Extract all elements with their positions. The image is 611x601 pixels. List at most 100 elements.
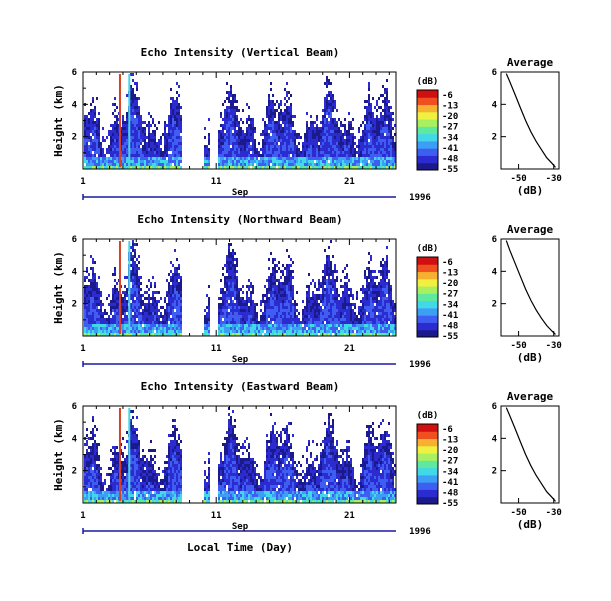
heatmap-cell	[368, 130, 370, 133]
heatmap-cell	[270, 136, 272, 139]
heatmap-cell	[324, 109, 326, 112]
heatmap-cell	[384, 154, 386, 157]
heatmap-cell	[132, 94, 134, 97]
heatmap-cell	[378, 300, 380, 303]
heatmap-cell	[94, 151, 96, 154]
heatmap-cell	[86, 133, 88, 136]
heatmap-cell	[270, 288, 272, 291]
heatmap-cell	[174, 333, 176, 336]
heatmap-cell	[236, 300, 238, 303]
heatmap-cell	[370, 276, 372, 279]
heatmap-cell	[276, 288, 278, 291]
heatmap-cell	[266, 154, 268, 157]
heatmap-cell	[336, 145, 338, 148]
heatmap-cell	[218, 133, 220, 136]
heatmap-cell	[136, 279, 138, 282]
heatmap-cell	[264, 124, 266, 127]
heatmap-cell	[382, 142, 384, 145]
heatmap-cell	[394, 315, 396, 318]
heatmap-cell	[280, 112, 282, 115]
heatmap-cell	[276, 151, 278, 154]
heatmap-cell	[284, 130, 286, 133]
heatmap-cell	[226, 318, 228, 321]
heatmap-cell	[388, 151, 390, 154]
heatmap-cell	[236, 315, 238, 318]
heatmap-cell	[168, 294, 170, 297]
heatmap-cell	[342, 330, 344, 333]
heatmap-cell	[306, 309, 308, 312]
heatmap-cell	[160, 166, 162, 169]
heatmap-cell	[160, 315, 162, 318]
heatmap-cell	[228, 294, 230, 297]
heatmap-cell	[148, 151, 150, 154]
heatmap-cell	[272, 288, 274, 291]
heatmap-cell	[278, 309, 280, 312]
heatmap-cell	[262, 300, 264, 303]
heatmap-cell	[366, 291, 368, 294]
heatmap-cell	[328, 82, 330, 85]
heatmap-cell	[94, 145, 96, 148]
heatmap-cell	[366, 157, 368, 160]
heatmap-cell	[344, 321, 346, 324]
heatmap-cell	[240, 297, 242, 300]
heatmap-cell	[132, 264, 134, 267]
heatmap-cell	[174, 163, 176, 166]
heatmap-cell	[164, 318, 166, 321]
heatmap-cell	[374, 324, 376, 327]
heatmap-cell	[132, 324, 134, 327]
heatmap-cell	[386, 124, 388, 127]
heatmap-cell	[362, 288, 364, 291]
heatmap-cell	[304, 327, 306, 330]
heatmap-cell	[118, 166, 120, 169]
heatmap-cell	[100, 163, 102, 166]
heatmap-cell	[172, 97, 174, 100]
heatmap-cell	[384, 151, 386, 154]
heatmap-cell	[370, 306, 372, 309]
heatmap-cell	[332, 306, 334, 309]
colorbar-segment	[417, 90, 438, 98]
heatmap-cell	[160, 324, 162, 327]
heatmap-cell	[132, 255, 134, 258]
heatmap-cell	[102, 151, 104, 154]
heatmap-cell	[138, 261, 140, 264]
heatmap-cell	[176, 136, 178, 139]
heatmap-cell	[100, 315, 102, 318]
heatmap-cell	[124, 160, 126, 163]
heatmap-cell	[88, 330, 90, 333]
heatmap-cell	[222, 300, 224, 303]
heatmap-cell	[110, 136, 112, 139]
heatmap-cell	[356, 145, 358, 148]
heatmap-cell	[330, 261, 332, 264]
heatmap-cell	[152, 291, 154, 294]
heatmap-cell	[366, 297, 368, 300]
heatmap-cell	[250, 160, 252, 163]
heatmap-cell	[174, 288, 176, 291]
heatmap-cell	[226, 312, 228, 315]
heatmap-cell	[268, 148, 270, 151]
heatmap-cell	[372, 139, 374, 142]
heatmap-cell	[244, 145, 246, 148]
heatmap-cell	[338, 330, 340, 333]
heatmap-cell	[274, 115, 276, 118]
heatmap-cell	[178, 124, 180, 127]
heatmap-cell	[126, 151, 128, 154]
heatmap-cell	[340, 330, 342, 333]
heatmap-cell	[228, 306, 230, 309]
heatmap-cell	[86, 327, 88, 330]
heatmap-cell	[272, 309, 274, 312]
heatmap-cell	[342, 309, 344, 312]
heatmap-cell	[92, 282, 94, 285]
heatmap-cell	[168, 282, 170, 285]
heatmap-cell	[384, 121, 386, 124]
heatmap-cell	[382, 333, 384, 336]
heatmap-cell	[380, 145, 382, 148]
heatmap-cell	[324, 324, 326, 327]
heatmap-cell	[84, 127, 86, 130]
heatmap-cell	[288, 315, 290, 318]
heatmap-cell	[316, 330, 318, 333]
heatmap-cell	[144, 291, 146, 294]
heatmap-cell	[176, 270, 178, 273]
heatmap-cell	[336, 154, 338, 157]
heatmap-cell	[286, 324, 288, 327]
heatmap-cell	[178, 139, 180, 142]
